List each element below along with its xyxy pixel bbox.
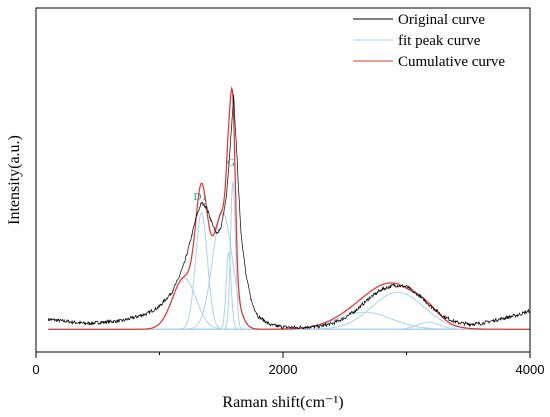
fit-peak-curve-3 xyxy=(48,212,530,330)
cumulative-curve-layer xyxy=(48,86,530,330)
fit-peak-curves xyxy=(48,181,530,330)
original-curve xyxy=(48,94,531,330)
legend-label: Cumulative curve xyxy=(398,54,505,70)
legend: Original curve fit peak curve Cumulative c… xyxy=(353,12,505,70)
legend-label: fit peak curve xyxy=(398,33,481,49)
x-tick-label: 2000 xyxy=(269,362,298,377)
cumulative-curve xyxy=(48,86,530,330)
peak-labels: D1 G xyxy=(194,157,236,203)
x-tick-label: 4000 xyxy=(516,362,545,377)
original-curve-layer xyxy=(48,94,531,330)
fit-peak-curve-8 xyxy=(48,321,530,330)
fit-peak-curve-4 xyxy=(48,181,530,330)
fit-peak-curve-7 xyxy=(48,291,530,330)
x-axis-ticks: 0 2000 4000 xyxy=(32,352,544,377)
fit-peak-curve-5 xyxy=(48,250,530,330)
peak-label-g: G xyxy=(227,157,235,169)
peak-label-d1: D1 xyxy=(194,191,207,203)
x-tick-label: 0 xyxy=(32,362,39,377)
y-axis-label: Intensity(a.u.) xyxy=(6,135,23,225)
legend-label: Original curve xyxy=(398,12,485,28)
fit-peak-curve-2 xyxy=(48,211,530,330)
x-axis-label: Raman shift(cm⁻¹) xyxy=(222,394,343,411)
